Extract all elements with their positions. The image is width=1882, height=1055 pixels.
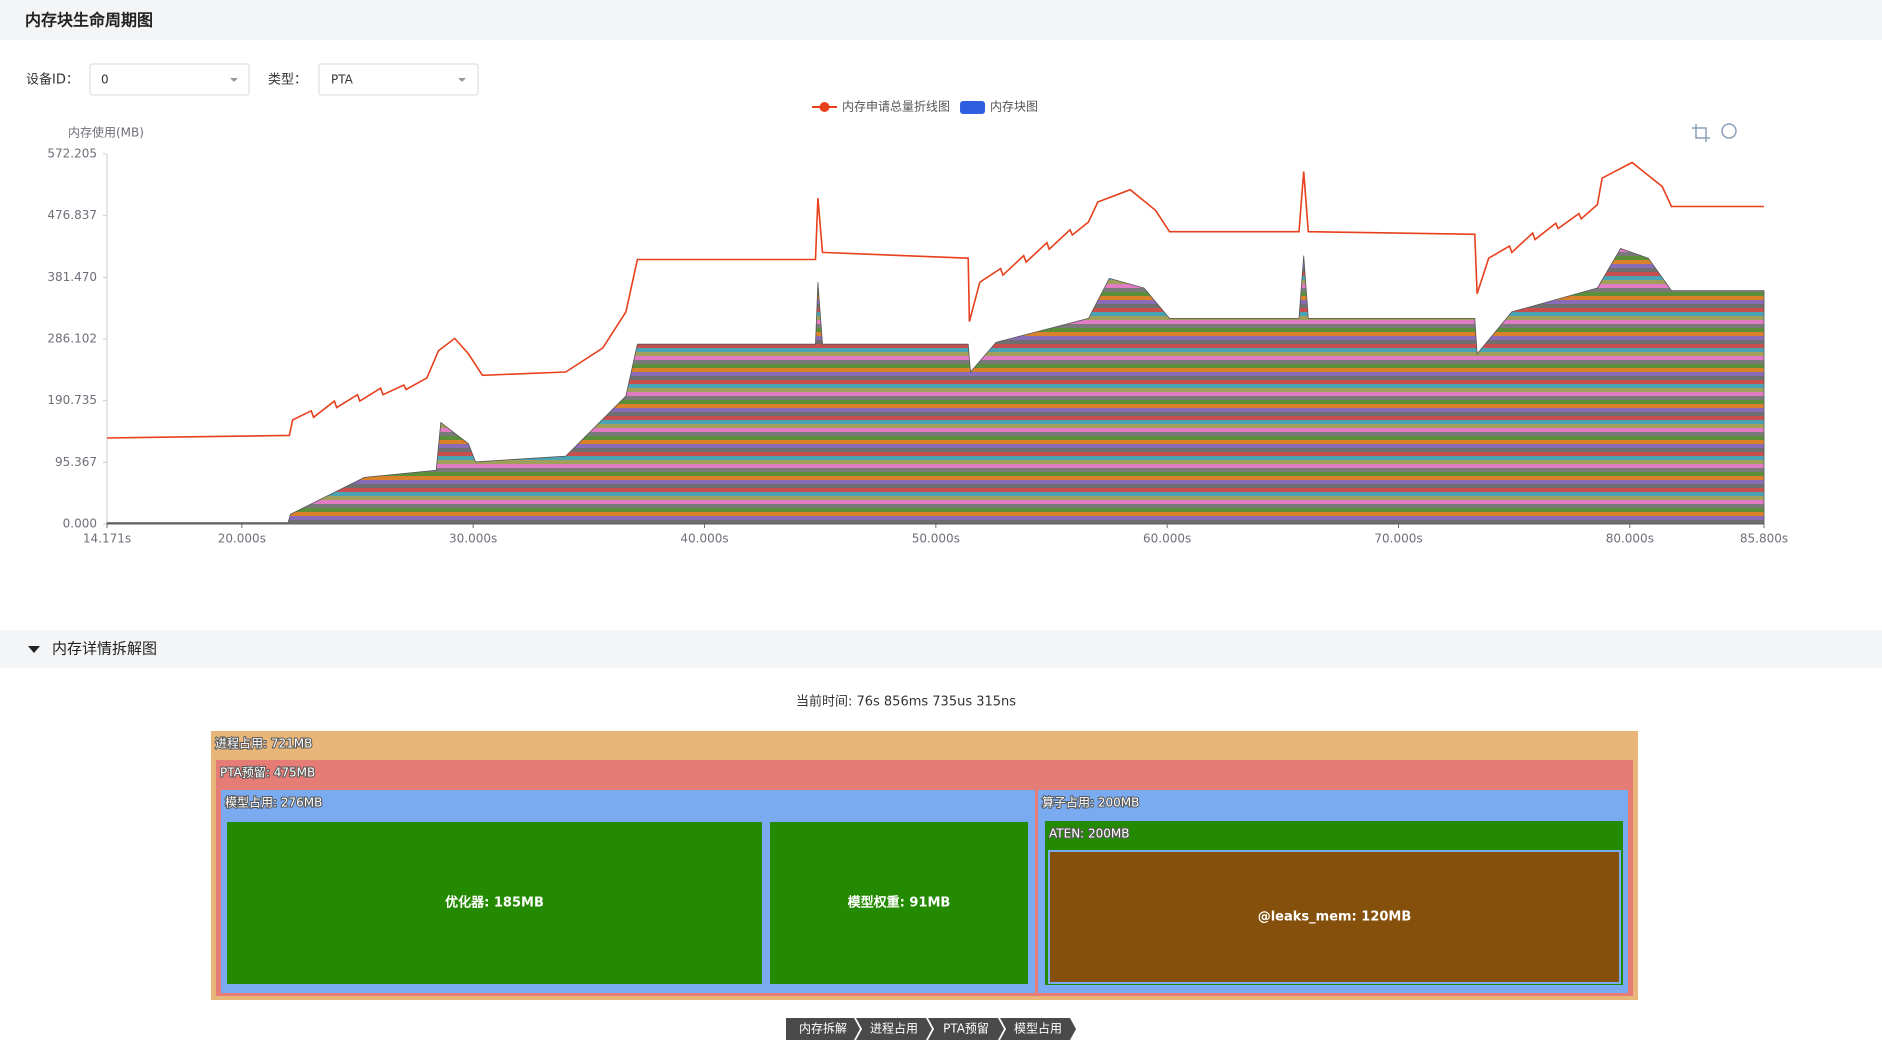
y-tick-label: 381.470: [47, 270, 97, 284]
section-bar: [0, 630, 1882, 668]
breadcrumb-item[interactable]: [1000, 1018, 1076, 1040]
device-select[interactable]: [89, 63, 250, 96]
zoom-icon[interactable]: [1692, 124, 1710, 142]
legend-label[interactable]: 内存块图: [990, 100, 1038, 114]
legend-label[interactable]: 内存申请总量折线图: [842, 99, 950, 114]
breadcrumb-label: 内存拆解: [799, 1021, 847, 1036]
x-tick-label: 14.171s: [83, 532, 131, 546]
chart: 0.000 95.367 190.735 286.102 381.470 476.837 5…: [47, 99, 1788, 546]
x-tick-label: 80.000s: [1606, 532, 1654, 546]
treemap-node[interactable]: [768, 820, 1030, 986]
breadcrumb-item[interactable]: [786, 1018, 860, 1040]
y-tick-label: 95.367: [55, 455, 97, 469]
y-tick-label: 190.735: [47, 393, 97, 407]
breadcrumb: 内存拆解 进程占用 PTA预留 模型占用: [786, 1018, 1076, 1040]
x-tick-label: 60.000s: [1143, 532, 1191, 546]
breadcrumb-item[interactable]: [856, 1018, 932, 1040]
toolbox: [1692, 123, 1737, 142]
x-tick-label: 40.000s: [680, 532, 728, 546]
y-axis-title: 内存使用(MB): [68, 125, 144, 140]
page-title: 内存块生命周期图: [25, 11, 153, 30]
treemap-label: 模型占用: 276MB: [225, 795, 322, 810]
type-label: 类型：: [268, 73, 307, 88]
y-tick-label: 572.205: [47, 147, 97, 161]
dropdown-arrow: [230, 78, 238, 82]
x-tick-label: 20.000s: [218, 532, 266, 546]
x-tick-label: 70.000s: [1374, 532, 1422, 546]
collapse-toggle[interactable]: [28, 646, 40, 653]
treemap-label: PTA预留: 475MB: [220, 766, 315, 780]
current-time: 当前时间: 76s 856ms 735us 315ns: [796, 694, 1016, 710]
total-line: [106, 161, 1764, 439]
header-bar: [0, 0, 1882, 40]
treemap: 进程占用: 721MB PTA预留: 475MB 模型占用: 276MB 优化器: 1…: [211, 731, 1638, 1000]
y-tick-label: 286.102: [47, 332, 97, 346]
breadcrumb-label: 进程占用: [870, 1021, 918, 1036]
memory-block-area: [106, 248, 1765, 525]
treemap-label: ATEN: 200MB: [1049, 827, 1130, 841]
breadcrumb-label: PTA预留: [943, 1022, 989, 1036]
type-value: PTA: [331, 73, 354, 87]
type-select[interactable]: [318, 63, 479, 96]
x-tick-label: 85.800s: [1740, 532, 1788, 546]
restore-icon[interactable]: [1721, 123, 1737, 139]
device-label: 设备ID：: [26, 72, 79, 88]
x-tick-label: 50.000s: [912, 532, 960, 546]
section-title: 内存详情拆解图: [52, 640, 157, 658]
legend-swatch: [960, 101, 986, 114]
dropdown-arrow: [458, 78, 466, 82]
breadcrumb-item[interactable]: [928, 1018, 1004, 1040]
y-tick-label: 0.000: [63, 517, 97, 531]
treemap-node[interactable]: [225, 820, 764, 986]
breadcrumb-label: 模型占用: [1014, 1021, 1062, 1036]
device-value: 0: [101, 73, 109, 87]
treemap-label: @leaks_mem: 120MB: [1258, 910, 1412, 925]
x-tick-label: 30.000s: [449, 532, 497, 546]
treemap-node[interactable]: [1048, 850, 1621, 984]
y-tick-label: 476.837: [47, 208, 97, 222]
treemap-label: 优化器: 185MB: [445, 895, 544, 911]
legend-swatch: [819, 102, 830, 112]
treemap-label: 进程占用: 721MB: [215, 736, 312, 751]
treemap-label: 模型权重: 91MB: [848, 895, 951, 911]
treemap-label: 算子占用: 200MB: [1042, 795, 1139, 810]
